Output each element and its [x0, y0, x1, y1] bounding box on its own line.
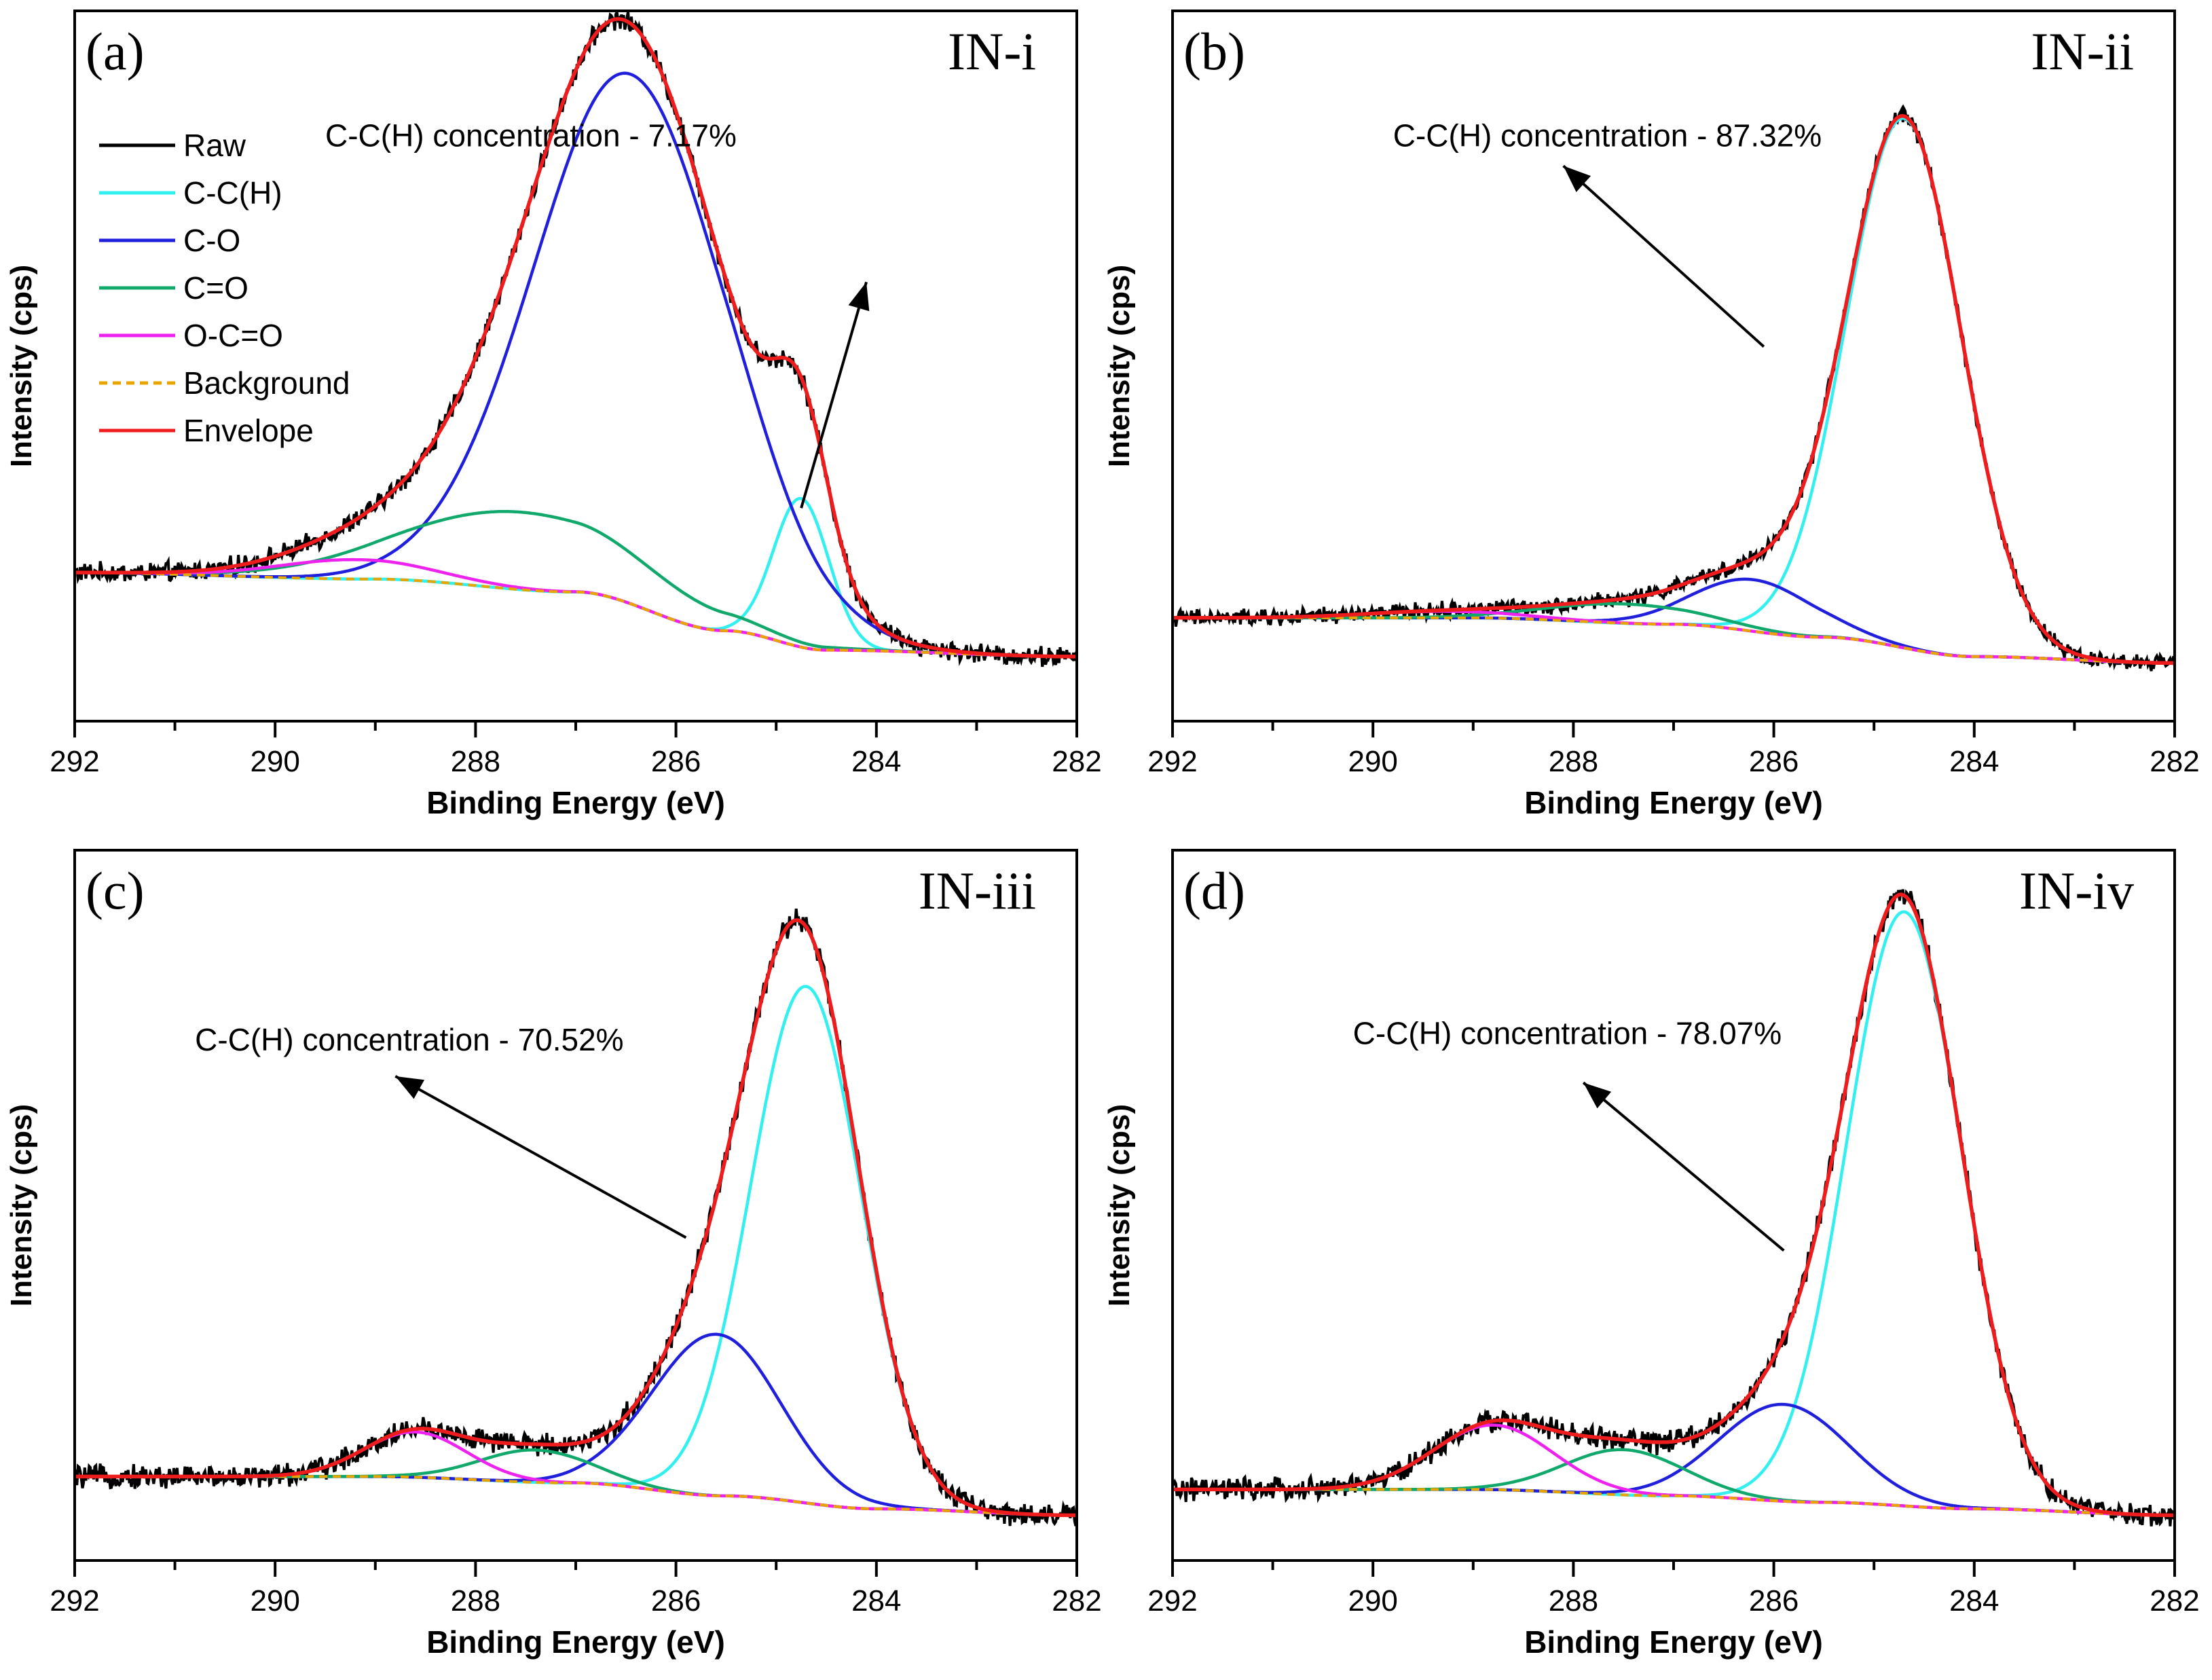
x-tick-label: 284	[1949, 1584, 1999, 1618]
sample-label: IN-ii	[2031, 22, 2134, 81]
concentration-annotation: C-C(H) concentration - 7.17%	[325, 118, 737, 153]
legend-label-bg: Background	[183, 365, 350, 401]
series-raw	[75, 908, 1077, 1527]
axes-frame	[73, 849, 1078, 1562]
chart-panel-c: 292 290 288 286 284 282 Binding Energy (eV) Int…	[5, 849, 1102, 1660]
series-envelope	[75, 17, 1077, 659]
panel-letter: (c)	[86, 861, 145, 920]
sample-label: IN-i	[948, 22, 1036, 81]
plot-area	[1173, 104, 2175, 672]
chart-panel-d: 292 290 288 286 284 282 Binding Energy (eV) Int…	[1103, 849, 2200, 1660]
series-background	[75, 571, 1077, 658]
annotation-arrowhead	[1563, 166, 1591, 192]
chart-panel-a: 292 290 288 286 284 282 Binding Energy (eV) Int…	[5, 10, 1102, 820]
annotation-arrow-line	[800, 281, 868, 509]
plot-area	[75, 908, 1077, 1527]
x-axis-label: Binding Energy (eV)	[426, 785, 725, 820]
series-envelope	[1173, 114, 2175, 665]
x-tick-label: 288	[1549, 745, 1598, 778]
sample-label: IN-iii	[919, 861, 1036, 920]
legend-label-oco: O-C=O	[183, 318, 283, 353]
concentration-annotation: C-C(H) concentration - 78.07%	[1353, 1015, 1782, 1051]
plot-area	[75, 11, 1077, 668]
series-c_eq_o	[75, 509, 1077, 659]
x-tick-label: 292	[1147, 1584, 1197, 1618]
legend-label-c_eq_o: C=O	[183, 270, 248, 306]
x-tick-label: 290	[250, 745, 299, 778]
x-tick-label: 292	[1147, 745, 1197, 778]
x-tick-label: 284	[851, 1584, 901, 1618]
x-tick-label: 286	[1749, 1584, 1799, 1618]
series-background	[1173, 616, 2175, 665]
y-axis-label: Intensity (cps)	[5, 1104, 38, 1307]
x-tick-label: 288	[451, 745, 500, 778]
x-tick-label: 290	[1348, 745, 1397, 778]
sample-label: IN-iv	[2019, 861, 2134, 920]
annotation-arrow-line	[394, 1075, 687, 1239]
x-tick-label: 284	[851, 745, 901, 778]
annotation-arrowhead	[848, 282, 870, 312]
y-axis-label: Intensity (cps)	[1103, 265, 1136, 467]
plot-area	[1173, 889, 2175, 1527]
x-tick-label: 292	[50, 1584, 99, 1618]
x-tick-label: 290	[1348, 1584, 1397, 1618]
annotation-arrow-line	[1582, 1081, 1785, 1252]
series-raw	[1173, 889, 2175, 1527]
y-axis-label: Intensity (cps)	[5, 265, 38, 467]
x-tick-label: 288	[451, 1584, 500, 1618]
x-tick-label: 284	[1949, 745, 1999, 778]
series-cc	[75, 985, 1077, 1517]
x-tick-label: 282	[1052, 1584, 1101, 1618]
x-axis-label: Binding Energy (eV)	[1524, 1624, 1823, 1660]
annotation-arrowhead	[395, 1076, 425, 1099]
legend-label-env: Envelope	[183, 413, 314, 448]
x-tick-label: 282	[2150, 1584, 2199, 1618]
panel-letter: (a)	[86, 22, 145, 81]
y-axis-label: Intensity (cps)	[1103, 1104, 1136, 1307]
series-envelope	[75, 918, 1077, 1518]
series-cc	[1173, 910, 2175, 1517]
x-tick-label: 286	[651, 745, 701, 778]
panel-letter: (d)	[1183, 861, 1245, 920]
series-background	[1173, 1488, 2175, 1517]
axes-frame	[1171, 849, 2176, 1562]
x-tick-label: 290	[250, 1584, 299, 1618]
legend: Raw C-C(H) C-O C=O O-C=O Background Envelope	[99, 128, 350, 448]
x-tick-label: 286	[651, 1584, 701, 1618]
concentration-annotation: C-C(H) concentration - 87.32%	[1393, 118, 1822, 153]
concentration-annotation: C-C(H) concentration - 70.52%	[195, 1022, 623, 1057]
legend-label-raw: Raw	[183, 128, 246, 163]
series-envelope	[1173, 892, 2175, 1518]
legend-label-cc: C-C(H)	[183, 175, 282, 211]
panel-letter: (b)	[1183, 22, 1245, 81]
x-tick-label: 286	[1749, 745, 1799, 778]
legend-label-co: C-O	[183, 223, 240, 258]
x-axis-label: Binding Energy (eV)	[426, 1624, 725, 1660]
x-axis-label: Binding Energy (eV)	[1524, 785, 1823, 820]
series-co	[75, 1332, 1077, 1517]
x-tick-label: 282	[1052, 745, 1101, 778]
annotation-arrowhead	[1583, 1082, 1612, 1109]
x-tick-label: 292	[50, 745, 99, 778]
series-co	[1173, 1402, 2175, 1517]
x-tick-label: 288	[1549, 1584, 1598, 1618]
annotation-arrow-line	[1562, 164, 1765, 348]
chart-panel-b: 292 290 288 286 284 282 Binding Energy (eV) Int…	[1103, 10, 2200, 820]
x-tick-label: 282	[2150, 745, 2199, 778]
